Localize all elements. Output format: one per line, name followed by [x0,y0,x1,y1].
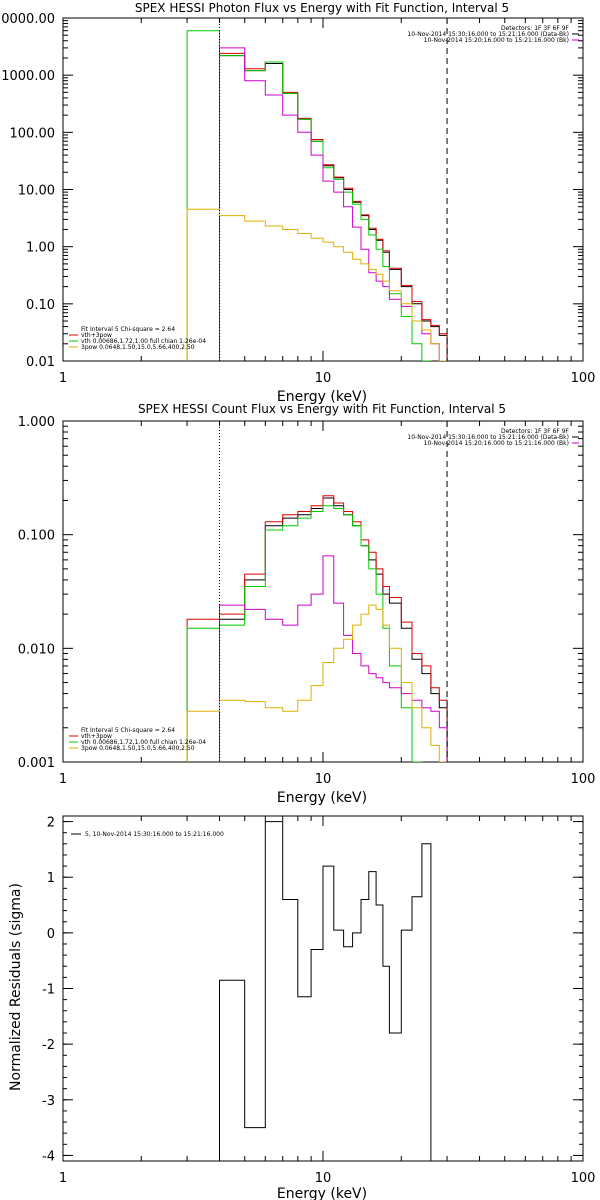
y-tick-label: 100.00 [10,126,56,141]
y-tick-label: 1.000 [18,415,55,430]
legend-bottom-left-text: 3pow 0.0648,1.50,15.0,5.66,400,2.50 [81,745,195,752]
y-tick-label: 0.10 [26,298,55,313]
count-flux-title: SPEX HESSI Count Flux vs Energy with Fit… [138,402,506,416]
y-tick-label: 0.010 [18,642,55,657]
series-step-line [219,555,448,762]
plot-frame [62,17,584,362]
x-tick-label: 100 [571,772,596,787]
series-step-line [219,497,448,762]
series-step-line [186,208,448,361]
legend-bottom-left-text: vth 0.00686,1.72,1.00 full chian 1.26e-0… [81,739,206,746]
residuals-xlabel: Energy (keV) [277,1186,367,1200]
legend-bottom-left-text: vth+3pow [81,733,112,740]
y-tick-label: 1000.00 [1,69,55,84]
y-tick-label: 0.100 [18,529,55,544]
x-tick-label: 1 [59,772,67,787]
y-tick-label: 0000.00 [1,12,55,27]
legend-top-right-text: 10-Nov-2014 15:20:16.000 to 15:21:16.000… [424,440,569,447]
legend-top-right-text: Detectors: 1F 3F 6F 9F [501,428,570,435]
legend-bottom-left-text: vth 0.00686,1.72,1.00 full chian 1.26e-0… [81,338,206,345]
y-tick-label: -4 [42,1149,55,1164]
legend-bottom-left-text: Fit Interval 5 Chi-square = 2.64 [81,727,175,734]
y-tick-label: 0 [47,927,55,942]
legend-top-left-text: 5, 10-Nov-2014 15:30:16.000 to 15:21:16.… [85,831,224,838]
count-flux-xlabel: Energy (keV) [277,790,367,806]
x-tick-label: 1 [59,1171,67,1186]
legend-top-right-text: 10-Nov-2014 15:20:16.000 to 15:21:16.000… [424,37,569,44]
series-step-line [219,52,448,361]
x-tick-label: 10 [315,772,332,787]
series-step-line [186,495,448,762]
series-step-line [219,821,432,1161]
y-tick-label: 2 [47,816,55,831]
x-tick-label: 100 [571,1171,596,1186]
photon-flux-title: SPEX HESSI Photon Flux vs Energy with Fi… [135,1,509,15]
x-tick-label: 10 [315,1171,332,1186]
x-tick-label: 10 [315,371,332,386]
legend-bottom-left-text: Fit Interval 5 Chi-square = 2.64 [81,326,175,333]
y-tick-label: 10.00 [18,184,55,199]
legend-top-right-text: 10-Nov-2014 15:30:16.000 to 15:21:16.000… [407,434,569,441]
legend-top-right-text: Detectors: 1F 3F 6F 9F [501,25,570,32]
photon-flux-panel: SPEX HESSI Photon Flux vs Energy with Fi… [1,1,595,405]
count-flux-panel: SPEX HESSI Count Flux vs Energy with Fit… [18,402,596,806]
y-tick-label: 1 [47,871,55,886]
legend-top-right-text: 10-Nov-2014 15:30:16.000 to 15:21:16.000… [407,31,569,38]
series-step-line [186,604,448,762]
legend-bottom-left-text: vth+3pow [81,332,112,339]
y-tick-label: 0.01 [26,355,55,370]
y-tick-label: -3 [42,1094,55,1109]
x-tick-label: 100 [571,371,596,386]
series-step-line [186,505,423,762]
y-tick-label: 1.00 [26,241,55,256]
y-tick-label: -2 [42,1038,55,1053]
residuals-ylabel: Normalized Residuals (sigma) [8,883,24,1091]
x-tick-label: 1 [59,371,67,386]
residuals-panel: Energy (keV) Normalized Residuals (sigma… [8,815,596,1200]
photon-flux-xlabel: Energy (keV) [277,389,367,405]
series-step-line [186,30,432,361]
legend-bottom-left-text: 3pow 0.0648,1.50,15.0,5.66,400,2.50 [81,344,195,351]
series-step-line [219,55,448,361]
y-tick-label: -1 [42,983,55,998]
series-step-line [219,47,448,361]
y-tick-label: 0.001 [18,756,55,771]
